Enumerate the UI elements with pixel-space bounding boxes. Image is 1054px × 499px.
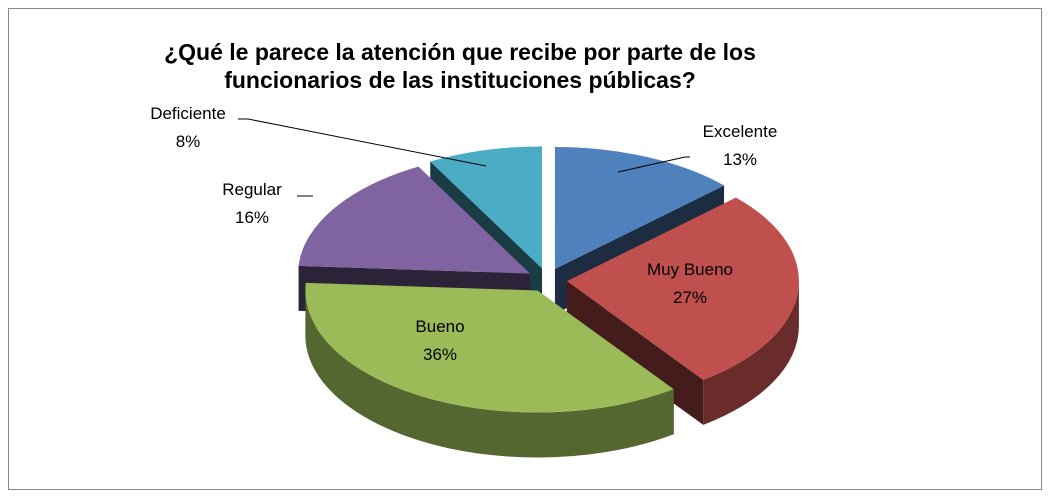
data-label-value: 16% — [235, 208, 269, 227]
data-label-value: 8% — [176, 132, 201, 151]
data-label-category: Deficiente — [150, 104, 226, 123]
data-label-value: 36% — [423, 345, 457, 364]
chart-title: ¿Qué le parece la atención que recibe po… — [164, 39, 756, 93]
pie-slice — [305, 282, 674, 458]
slice-wall — [703, 281, 799, 425]
data-label-category: Regular — [222, 180, 282, 199]
leader-line — [617, 156, 690, 173]
chart-frame — [8, 8, 1042, 490]
data-label-category: Excelente — [703, 122, 778, 141]
slice-top — [298, 166, 531, 274]
slice-top — [430, 146, 543, 269]
data-label-category: Bueno — [415, 317, 464, 336]
data-label-value: 27% — [673, 288, 707, 307]
data-label-value: 13% — [723, 150, 757, 169]
slice-top — [554, 146, 725, 269]
leader-line — [238, 118, 487, 167]
slice-top — [566, 197, 799, 380]
slice-wall — [305, 290, 674, 458]
data-label-category: Muy Bueno — [647, 260, 733, 279]
slice-top — [305, 282, 674, 413]
